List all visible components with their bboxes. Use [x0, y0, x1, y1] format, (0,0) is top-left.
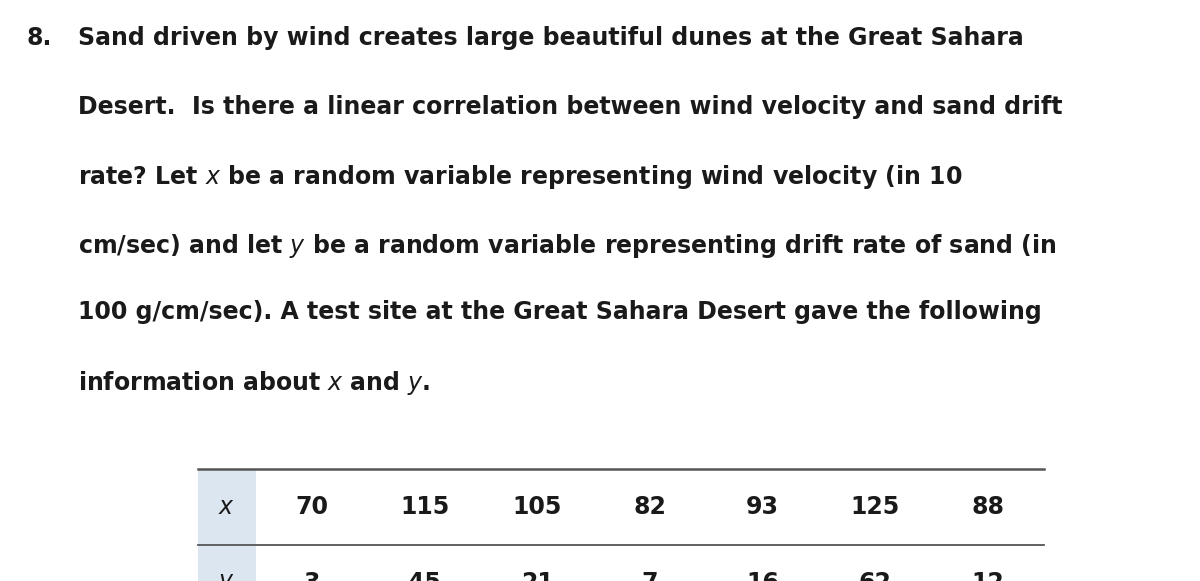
Text: 105: 105 — [512, 495, 562, 519]
Text: Sand driven by wind creates large beautiful dunes at the Great Sahara: Sand driven by wind creates large beauti… — [78, 26, 1024, 50]
Text: 70: 70 — [295, 495, 329, 519]
Text: $y$: $y$ — [218, 571, 235, 581]
Text: rate? Let $x$ be a random variable representing wind velocity (in 10: rate? Let $x$ be a random variable repre… — [78, 163, 962, 191]
Text: 62: 62 — [859, 571, 892, 581]
Text: 88: 88 — [971, 495, 1004, 519]
Text: 45: 45 — [408, 571, 440, 581]
Text: 82: 82 — [634, 495, 666, 519]
Text: 12: 12 — [971, 571, 1004, 581]
Text: 8.: 8. — [26, 26, 52, 50]
Text: information about $x$ and $y$.: information about $x$ and $y$. — [78, 369, 431, 397]
Text: 16: 16 — [746, 571, 779, 581]
Text: cm/sec) and let $y$ be a random variable representing drift rate of sand (in: cm/sec) and let $y$ be a random variable… — [78, 232, 1057, 260]
Bar — [198, 545, 256, 581]
Text: 93: 93 — [746, 495, 779, 519]
Text: 7: 7 — [642, 571, 658, 581]
Text: 3: 3 — [304, 571, 320, 581]
Text: 21: 21 — [521, 571, 553, 581]
Text: Desert.  Is there a linear correlation between wind velocity and sand drift: Desert. Is there a linear correlation be… — [78, 95, 1062, 119]
Text: $x$: $x$ — [218, 495, 235, 519]
Text: 100 g/cm/sec). A test site at the Great Sahara Desert gave the following: 100 g/cm/sec). A test site at the Great … — [78, 300, 1042, 324]
Text: 115: 115 — [400, 495, 449, 519]
Text: 125: 125 — [851, 495, 900, 519]
Bar — [198, 469, 256, 545]
